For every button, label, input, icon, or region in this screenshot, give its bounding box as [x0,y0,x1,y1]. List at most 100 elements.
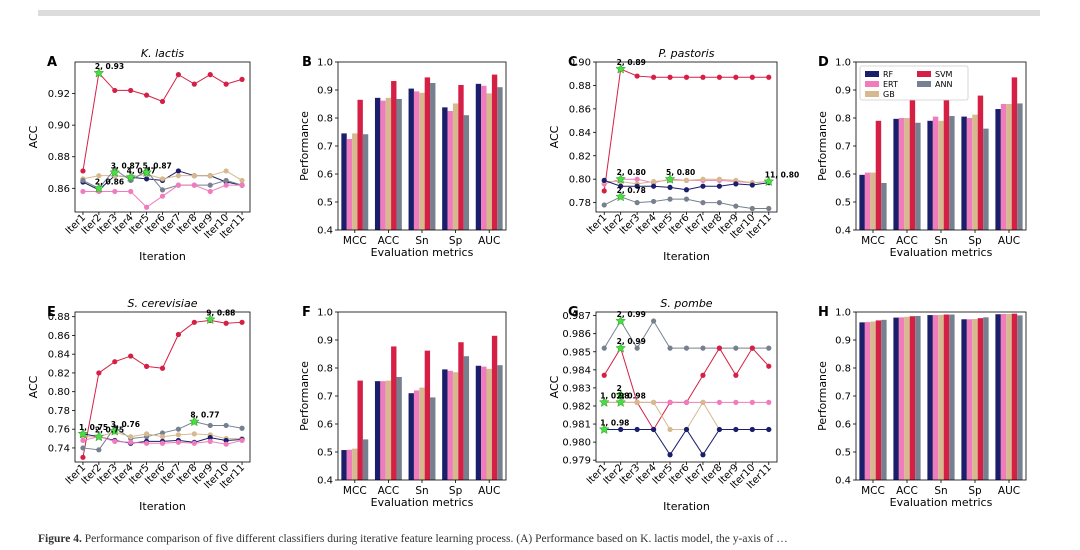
bar-ert [898,118,905,230]
data-point-svm [749,74,755,80]
data-point-ann [159,430,166,436]
annotation-label: 2, 0.98 [617,391,646,400]
bar-rf [475,365,482,480]
annotation-label: 4, 0.87 [127,166,156,175]
bar-svm [1011,313,1018,480]
bar-rf [442,107,448,230]
y-tick-label: 0.5 [835,448,851,459]
highlight-star [93,431,105,442]
y-tick-label: 0.4 [835,476,851,487]
data-point-ann [80,445,86,451]
data-point-rf [618,426,624,433]
legend-label-rf: RF [883,70,894,79]
data-point-ann [239,425,245,431]
caption-text: Performance comparison of five different… [84,533,788,545]
bar-rf [995,109,1001,230]
y-tick-label: 0.983 [562,383,591,394]
bar-ann [949,314,955,480]
annotation-label: 2, 0.99 [617,310,646,319]
bar-ert [413,91,420,231]
y-tick-label: 0.9 [835,336,851,347]
bar-ann [396,98,402,231]
axes-frame [337,311,507,481]
legend-swatch-ann [917,81,931,87]
data-point-rf [223,437,229,444]
bar-rf [408,393,414,480]
panel-g: G S. pombe 0.979 0.980 0.981 0.982 0.983 0.984 0… [548,297,778,513]
y-tick-label: 0.80 [48,387,70,398]
panel-h: H 0.4 0.5 0.6 0.7 0.8 0.9 1.0 Performance MCC ACC S… [816,305,1027,509]
y-tick-label: 0.90 [569,58,591,69]
data-point-svm [700,74,706,80]
highlight-star [77,428,89,439]
data-point-svm [667,74,673,80]
data-point-gb [207,173,213,179]
x-tick-label: Sn [415,235,428,247]
bar-gb [385,97,392,230]
data-point-rf [716,426,723,433]
data-point-svm [128,353,134,359]
bar-ann [362,134,369,230]
highlight-star [615,191,627,202]
annotation-label: 5, 0.80 [666,168,695,177]
bar-svm [943,314,950,480]
legend-swatch-ert [865,81,879,87]
x-tick-label: Sp [449,235,463,247]
annotation-label: 5, 0.87 [143,162,172,171]
data-point-ann [80,177,86,184]
y-tick-label: 0.5 [317,448,333,459]
data-point-svm [716,74,723,80]
data-point-ert [239,182,245,188]
axes-frame [855,311,1027,481]
data-point-gb [716,176,723,182]
data-point-gb [700,176,706,182]
data-point-svm [191,319,197,325]
x-axis-label: Iteration [663,500,710,513]
data-point-rf [683,187,690,193]
x-tick-label: MCC [343,485,367,497]
axes-frame [74,311,251,463]
y-tick-label: 0.9 [835,86,851,97]
y-tick-label: 0.6 [835,420,851,431]
data-point-rf [683,426,690,433]
data-point-ert [223,182,229,188]
y-tick-label: 0.78 [569,198,591,209]
data-point-ann [634,345,640,351]
data-point-rf [667,184,673,190]
y-tick-label: 0.86 [569,104,591,115]
x-tick-label: AUC [478,485,500,497]
bar-ann [463,356,470,480]
panel-letter: H [818,305,829,320]
y-tick-label: 0.78 [48,406,70,417]
x-axis-label: Evaluation metrics [890,496,993,509]
bar-rf [408,88,414,230]
y-tick-label: 0.84 [48,350,70,361]
y-tick-label: 0.984 [562,365,591,376]
x-tick-label: MCC [861,485,885,497]
panel-e: E S. cerevisiae 0.74 0.76 0.78 0.80 0.82 0.84 0.… [27,297,251,513]
data-point-svm [700,372,706,378]
data-point-ert [207,438,213,444]
legend-label-svm: SVM [935,70,953,79]
highlight-star [188,416,200,427]
data-point-ert [239,437,245,444]
bar-svm [977,318,984,480]
panel-title: S. pombe [660,297,712,310]
data-point-svm [191,81,197,87]
y-tick-label: 0.9 [317,336,333,347]
data-point-ann [207,422,213,429]
annotation-label: 1, 0.98 [600,391,629,400]
data-point-svm [239,76,245,82]
data-point-svm [766,74,772,80]
y-tick-label: 0.7 [317,392,333,403]
data-point-rf [650,426,657,433]
bar-svm [424,77,431,231]
bar-ert [447,111,453,230]
panel-c: C P. pastoris 0.78 0.80 0.82 0.84 0.86 0.88 0.90… [548,47,799,263]
annotation-label: 2, 0.75 [95,426,124,435]
x-tick-label: Sn [415,485,428,497]
data-point-svm [159,365,166,371]
y-axis-label: Performance [816,361,829,431]
bar-ann [881,319,887,480]
bar-ann [1017,103,1023,230]
